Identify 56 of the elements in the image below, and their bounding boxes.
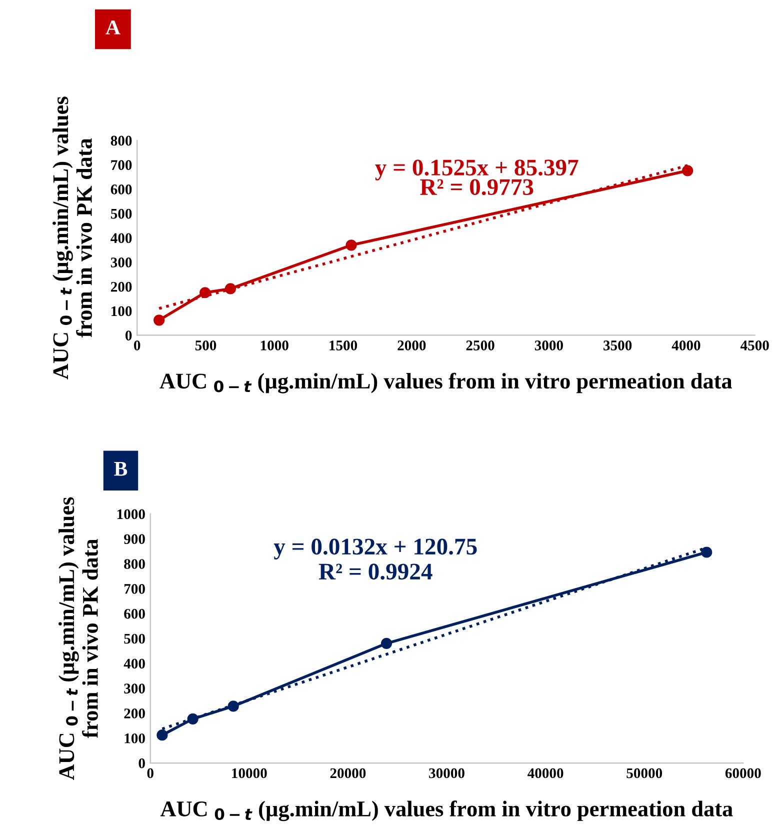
x-tick-label: 20000 — [330, 768, 366, 778]
y-tick-label: 0 — [126, 330, 132, 340]
point — [224, 283, 236, 294]
point — [380, 638, 392, 649]
y-tick-label: 500 — [110, 208, 132, 219]
annotation: y = 0.0132x + 120.75 — [274, 538, 477, 560]
x-tick-label: 2500 — [466, 340, 494, 350]
x-tick-label: 2000 — [398, 340, 426, 350]
x-tick-label: 500 — [195, 340, 216, 350]
y-tick-label: 100 — [112, 306, 132, 316]
y-tick-label: 400 — [110, 233, 132, 244]
point — [701, 546, 712, 558]
annotation: R² = 0.9773 — [420, 179, 534, 196]
y-tick-label: 300 — [124, 684, 145, 694]
y-tick-label: 900 — [124, 534, 145, 544]
point — [228, 700, 239, 712]
y-tick-label: 200 — [124, 708, 145, 718]
x-tick-label: 1500 — [330, 340, 358, 350]
y-tick-label: 800 — [110, 136, 132, 146]
x-axis-title: AUC $_{0−t}$ (µg.min/mL) values from in vitro permeation data — [160, 800, 733, 822]
x-axis-title: AUC $_{0−t}$ (µg.min/mL) values from in vitro permeation data — [160, 372, 732, 394]
x-tick-label: 3500 — [604, 340, 632, 350]
chart-title: B — [114, 462, 128, 476]
y-tick-label: 0 — [138, 758, 145, 768]
x-tick-label: 4000 — [672, 340, 700, 350]
y-tick-label: 700 — [111, 160, 132, 170]
y-tick-label: 700 — [124, 584, 145, 594]
x-tick-label: 3000 — [534, 340, 563, 350]
y-tick-label: 500 — [124, 634, 145, 644]
y-tick-label: 800 — [124, 559, 145, 569]
x-tick-label: 4500 — [740, 340, 769, 350]
annotation: y = 0.1525x + 85.397 — [375, 160, 578, 180]
y-tick-label: 200 — [110, 282, 132, 292]
point — [156, 730, 168, 741]
y-tick-label: 100 — [124, 733, 145, 744]
y-tick-label: 600 — [110, 184, 132, 194]
point — [187, 713, 198, 724]
y-axis-title: AUC $_{0−t}$ (µg.min/mL) values from in vivo PK data — [58, 497, 98, 780]
annotation: R² = 0.9924 — [318, 564, 432, 580]
point — [346, 240, 357, 251]
y-axis-title: AUC $_{0−t}$ (µg.min/mL) values from in vivo PK data — [52, 96, 92, 380]
x-tick-label: 60000 — [725, 768, 761, 778]
point — [154, 314, 165, 326]
point — [200, 287, 211, 298]
x-tick-label: 1000 — [260, 340, 288, 350]
x-tick-label: 10000 — [232, 768, 267, 778]
x-tick-label: 40000 — [528, 768, 564, 778]
y-tick-label: 400 — [124, 658, 145, 669]
x-tick-label: 0 — [147, 768, 154, 778]
chart-title: A — [106, 20, 120, 34]
x-tick-label: 30000 — [429, 768, 464, 778]
y-tick-label: 1000 — [117, 509, 145, 520]
y-tick-label: 600 — [124, 608, 145, 619]
point — [682, 165, 694, 176]
x-tick-label: 50000 — [626, 768, 662, 778]
y-tick-label: 300 — [110, 258, 132, 268]
